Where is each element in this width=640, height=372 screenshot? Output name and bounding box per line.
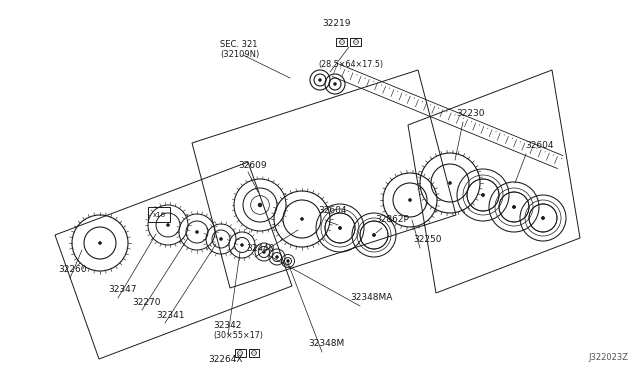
- Text: 32348M: 32348M: [308, 339, 344, 348]
- Circle shape: [301, 218, 303, 221]
- Circle shape: [513, 205, 515, 208]
- Circle shape: [275, 256, 278, 259]
- Circle shape: [166, 224, 170, 227]
- Circle shape: [372, 234, 376, 237]
- Circle shape: [262, 250, 266, 253]
- Text: (28.5×64×17.5): (28.5×64×17.5): [318, 60, 383, 69]
- Text: 32264X: 32264X: [208, 355, 243, 364]
- Circle shape: [319, 78, 321, 81]
- Circle shape: [513, 205, 515, 208]
- Text: 32342: 32342: [213, 321, 241, 330]
- Text: 32347: 32347: [108, 285, 136, 294]
- Text: J322023Z: J322023Z: [588, 353, 628, 362]
- Circle shape: [241, 244, 243, 247]
- Text: 32604: 32604: [318, 206, 346, 215]
- Text: 32270: 32270: [132, 298, 161, 307]
- Circle shape: [339, 227, 342, 230]
- Text: 32250: 32250: [413, 235, 442, 244]
- Text: x16: x16: [152, 212, 166, 218]
- Text: 32862P: 32862P: [375, 215, 409, 224]
- Circle shape: [541, 217, 545, 219]
- Circle shape: [481, 193, 484, 196]
- Circle shape: [481, 193, 484, 196]
- Text: 32260: 32260: [58, 265, 86, 274]
- Text: 32604: 32604: [525, 141, 554, 150]
- Text: 32230: 32230: [456, 109, 484, 118]
- Circle shape: [195, 231, 198, 234]
- Text: (32109N): (32109N): [220, 50, 259, 59]
- Circle shape: [220, 237, 223, 241]
- Text: 32348MA: 32348MA: [350, 293, 392, 302]
- Text: 32341: 32341: [156, 311, 184, 320]
- Circle shape: [372, 234, 376, 237]
- Text: (30×55×17): (30×55×17): [213, 331, 263, 340]
- Circle shape: [287, 260, 289, 263]
- Text: 32609: 32609: [238, 161, 267, 170]
- Circle shape: [333, 83, 337, 86]
- Circle shape: [449, 182, 451, 185]
- Text: 32219: 32219: [323, 19, 351, 28]
- Circle shape: [541, 217, 545, 219]
- Circle shape: [258, 203, 262, 207]
- Circle shape: [99, 241, 102, 244]
- Text: SEC. 321: SEC. 321: [220, 40, 257, 49]
- Text: 32440: 32440: [246, 244, 275, 253]
- Bar: [148, 207, 170, 222]
- Circle shape: [408, 199, 412, 202]
- Circle shape: [339, 227, 342, 230]
